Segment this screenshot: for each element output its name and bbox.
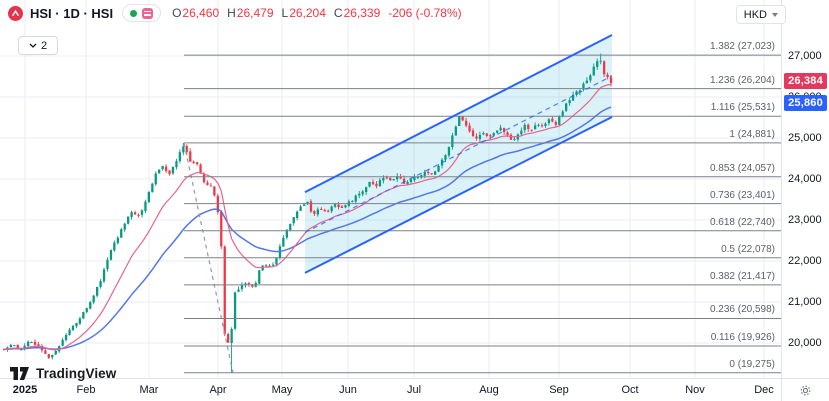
high-label: H [227,6,236,20]
ma-slow-line [3,106,612,351]
x-axis-label: Nov [685,384,705,396]
market-status-pill[interactable] [122,4,162,22]
fib-trendline [183,142,234,373]
channel-upper-line [304,34,613,193]
currency-selector[interactable]: HKD [735,5,786,24]
ma-price-badge: 25,860 [784,94,827,111]
delayed-data-icon [142,7,154,19]
candlestick-chart[interactable] [0,0,781,378]
tradingview-logo[interactable]: TradingView [10,366,116,381]
y-axis-label: 22,000 [788,255,822,267]
y-axis-label: 27,000 [788,50,822,62]
x-axis-label: 2025 [12,384,38,396]
x-axis-label: Mar [139,384,159,396]
ohlc-values: O 26,460 H 26,479 L 26,204 C 26,339 -206 (-0… [172,6,462,20]
market-open-dot-icon [130,9,138,17]
x-axis-label: Sep [549,384,569,396]
x-axis-label: Jun [339,384,357,396]
y-axis-label: 20,000 [788,337,822,349]
scale-settings-corner[interactable] [781,378,829,401]
close-value: 26,339 [343,6,381,20]
channel-mid-line [304,75,613,234]
gear-icon[interactable] [799,384,812,397]
price-scale[interactable]: 27,00026,00025,00024,00023,00022,00021,0… [781,0,829,378]
currency-label: HKD [743,8,767,21]
chevron-down-icon [772,12,778,17]
tradingview-mark-icon [10,367,29,380]
channel-lower-line [304,116,613,274]
y-axis-label: 24,000 [788,173,822,185]
symbol-legend[interactable]: HSI · 1D · HSI O 26,460 H 26,479 L 26,204 C… [8,4,462,22]
change-value: -206 (-0.78%) [388,6,462,20]
x-axis-label: Apr [209,384,227,396]
symbol-logo-icon [8,5,23,21]
collapse-count: 2 [40,39,48,52]
x-axis-label: Aug [479,384,499,396]
open-label: O [172,6,182,20]
x-axis-label: Oct [621,384,639,396]
y-axis-label: 23,000 [788,214,822,226]
high-value: 26,479 [236,6,274,20]
symbol-title[interactable]: HSI · 1D · HSI [30,5,114,21]
object-tree-collapse-button[interactable]: 2 [18,36,58,55]
x-axis-label: Jul [406,384,422,396]
close-label: C [333,6,343,20]
x-axis-label: Dec [754,384,774,396]
open-value: 26,460 [182,6,220,20]
y-axis-label: 21,000 [788,296,822,308]
last-price-badge: 26,384 [784,73,827,90]
low-value: 26,204 [289,6,326,20]
x-axis-label: Feb [76,384,96,396]
chevron-down-icon [29,43,37,48]
y-axis-label: 25,000 [788,132,822,144]
time-scale[interactable]: 2025 Feb Mar Apr May Jun Jul Aug Sep Oct Nov Dec [0,378,781,401]
low-label: L [281,6,289,20]
x-axis-label: May [271,384,293,396]
brand-text: TradingView [36,366,117,381]
